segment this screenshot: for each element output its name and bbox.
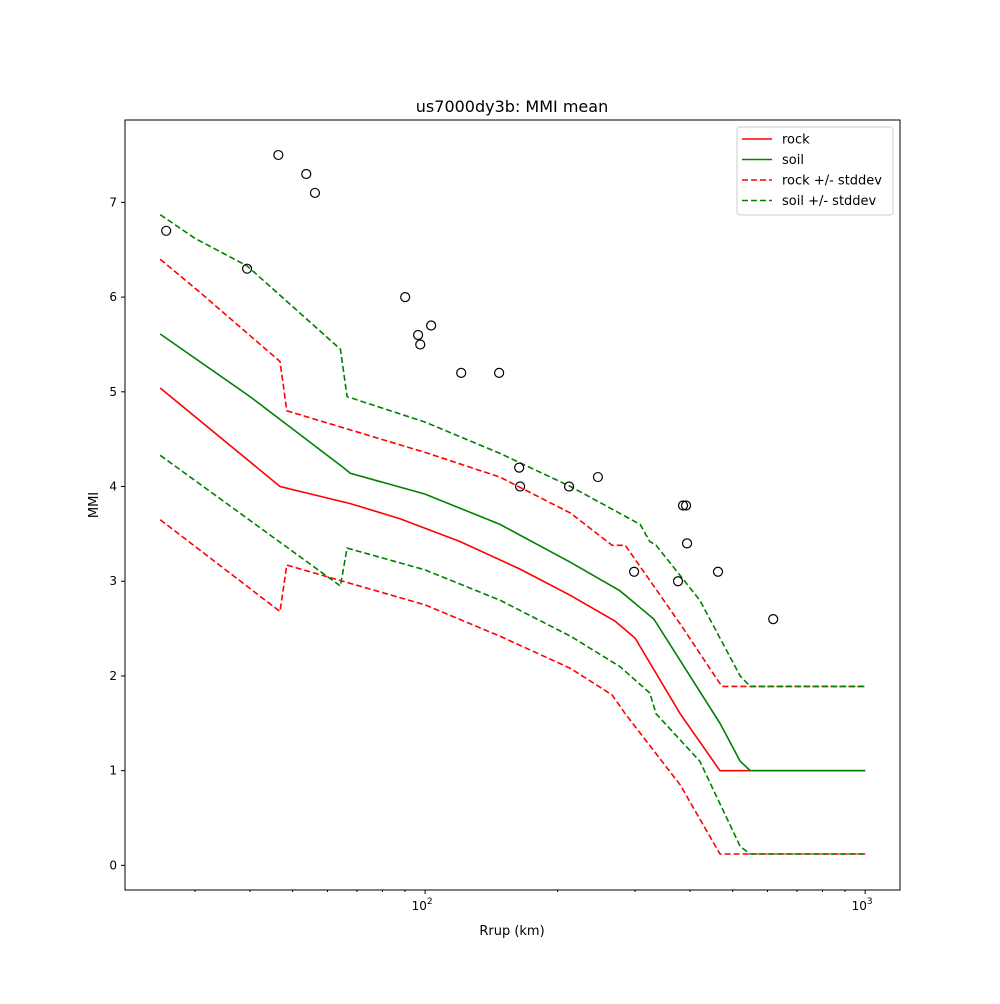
x-tick-label: 103: [852, 897, 873, 913]
x-tick-exponent: 3: [867, 897, 873, 907]
series-line-rock-stddev: [159, 258, 866, 688]
plot-area: [159, 149, 866, 855]
observation-point: [712, 566, 724, 577]
y-tick-label: 4: [109, 480, 117, 494]
observation-point: [415, 339, 426, 350]
observation-point: [672, 576, 684, 587]
observation-point: [273, 149, 284, 161]
y-tick-label: 0: [109, 858, 117, 872]
x-tick-label: 102: [412, 897, 433, 913]
legend: rock soil rock +/- stddev soil +/- stddev: [736, 126, 894, 216]
series-line-rock: [159, 387, 866, 772]
legend-box: [736, 126, 894, 216]
y-axis-label: MMI: [87, 492, 102, 518]
observation-point: [680, 500, 692, 511]
observation-point: [677, 500, 689, 511]
observation-point: [563, 481, 575, 492]
legend-label: soil: [782, 153, 804, 168]
axes-frame: [124, 119, 901, 891]
observation-point: [456, 367, 467, 378]
chart-title: us7000dy3b: MMI mean: [416, 97, 608, 116]
observation-point: [628, 566, 640, 577]
observation-point: [301, 168, 312, 180]
observation-point: [400, 292, 411, 303]
observation-point: [426, 320, 437, 331]
y-tick-label: 5: [109, 385, 117, 399]
axes-ticks: 0 1 2 3 4 5 6 7 102 103: [109, 195, 872, 913]
observation-point: [161, 225, 172, 236]
observation-point: [592, 471, 604, 483]
x-tick-exponent: 2: [427, 897, 433, 907]
y-tick-label: 3: [109, 574, 117, 588]
x-axis-label: Rrup (km): [479, 924, 544, 939]
observation-point: [412, 329, 424, 341]
y-tick-label: 7: [109, 195, 117, 209]
observation-point: [514, 462, 525, 473]
observation-point: [241, 263, 253, 274]
series-line-soil-stddev: [159, 214, 866, 688]
y-tick-label: 6: [109, 290, 117, 304]
legend-label: soil +/- stddev: [782, 194, 877, 209]
observation-point: [515, 481, 526, 492]
observation-point: [681, 538, 693, 549]
legend-label: rock: [782, 133, 810, 148]
series-line-rock-stddev: [159, 519, 866, 855]
observation-point: [768, 614, 779, 625]
observation-point: [309, 187, 321, 199]
observation-point: [494, 367, 505, 378]
series-line-soil: [159, 333, 866, 772]
y-tick-label: 1: [109, 764, 117, 778]
legend-label: rock +/- stddev: [782, 174, 882, 189]
y-tick-label: 2: [109, 669, 117, 683]
series-line-soil-stddev: [159, 454, 866, 855]
